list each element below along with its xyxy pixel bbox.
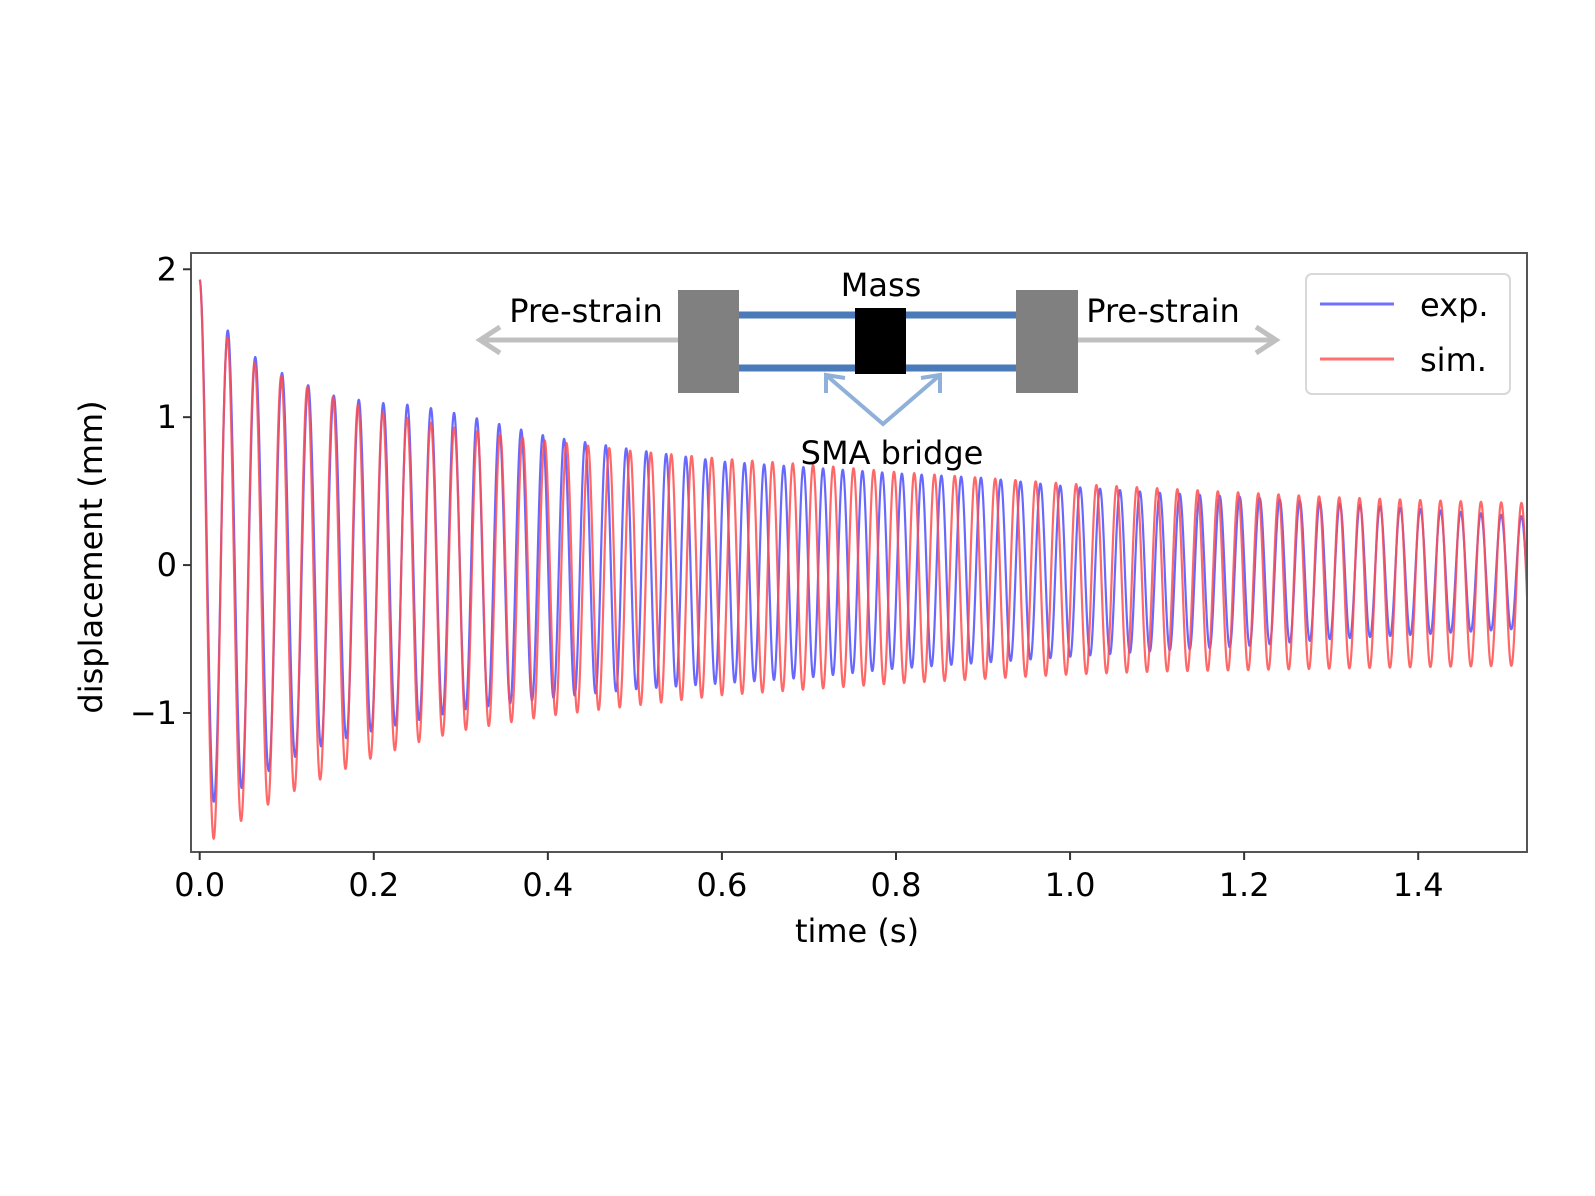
x-tick-label: 0.4 [522, 866, 573, 904]
x-tick-label: 0.2 [348, 866, 399, 904]
left-prestrain-arrow-head [475, 324, 502, 356]
y-tick-label: −1 [130, 694, 177, 732]
x-tick-label: 0.6 [696, 866, 747, 904]
y-tick-label: 1 [157, 398, 177, 436]
x-tick-label: 1.4 [1393, 866, 1444, 904]
mass-label: Mass [841, 266, 922, 304]
x-tick-label: 0.8 [871, 866, 922, 904]
x-axis-label: time (s) [795, 912, 919, 950]
right-prestrain-arrow-head [1254, 324, 1281, 356]
sma-bridge-label: SMA bridge [801, 434, 984, 472]
y-axis-ticks: −1 0 1 2 [130, 250, 191, 732]
y-tick-label: 0 [157, 546, 177, 584]
y-tick-label: 2 [157, 250, 177, 288]
sma-bridge-pointer [824, 373, 942, 427]
right-clamp [1016, 290, 1078, 393]
legend-label-sim: sim. [1420, 341, 1487, 379]
x-tick-label: 1.2 [1219, 866, 1270, 904]
legend-label-exp: exp. [1420, 286, 1489, 324]
plot-frame [190, 252, 1528, 853]
series-line-sim [198, 279, 1527, 840]
x-tick-label: 1.0 [1045, 866, 1096, 904]
sma-bridge-pointer-head-left [824, 372, 846, 393]
legend: exp. sim. [1305, 273, 1511, 395]
inset-diagram: Pre-strain Pre-strain Mass SMA bridge [475, 266, 1281, 472]
x-tick-label: 0.0 [174, 866, 225, 904]
left-clamp [678, 290, 739, 393]
mass-block [855, 308, 906, 374]
sma-bridge-pointer-head-right [920, 372, 942, 393]
x-axis-ticks: 0.0 0.2 0.4 0.6 0.8 1.0 1.2 1.4 [174, 852, 1444, 904]
y-axis-label: displacement (mm) [72, 400, 110, 713]
right-prestrain-label: Pre-strain [1086, 292, 1240, 330]
series-layer [198, 279, 1527, 840]
left-prestrain-label: Pre-strain [509, 292, 663, 330]
